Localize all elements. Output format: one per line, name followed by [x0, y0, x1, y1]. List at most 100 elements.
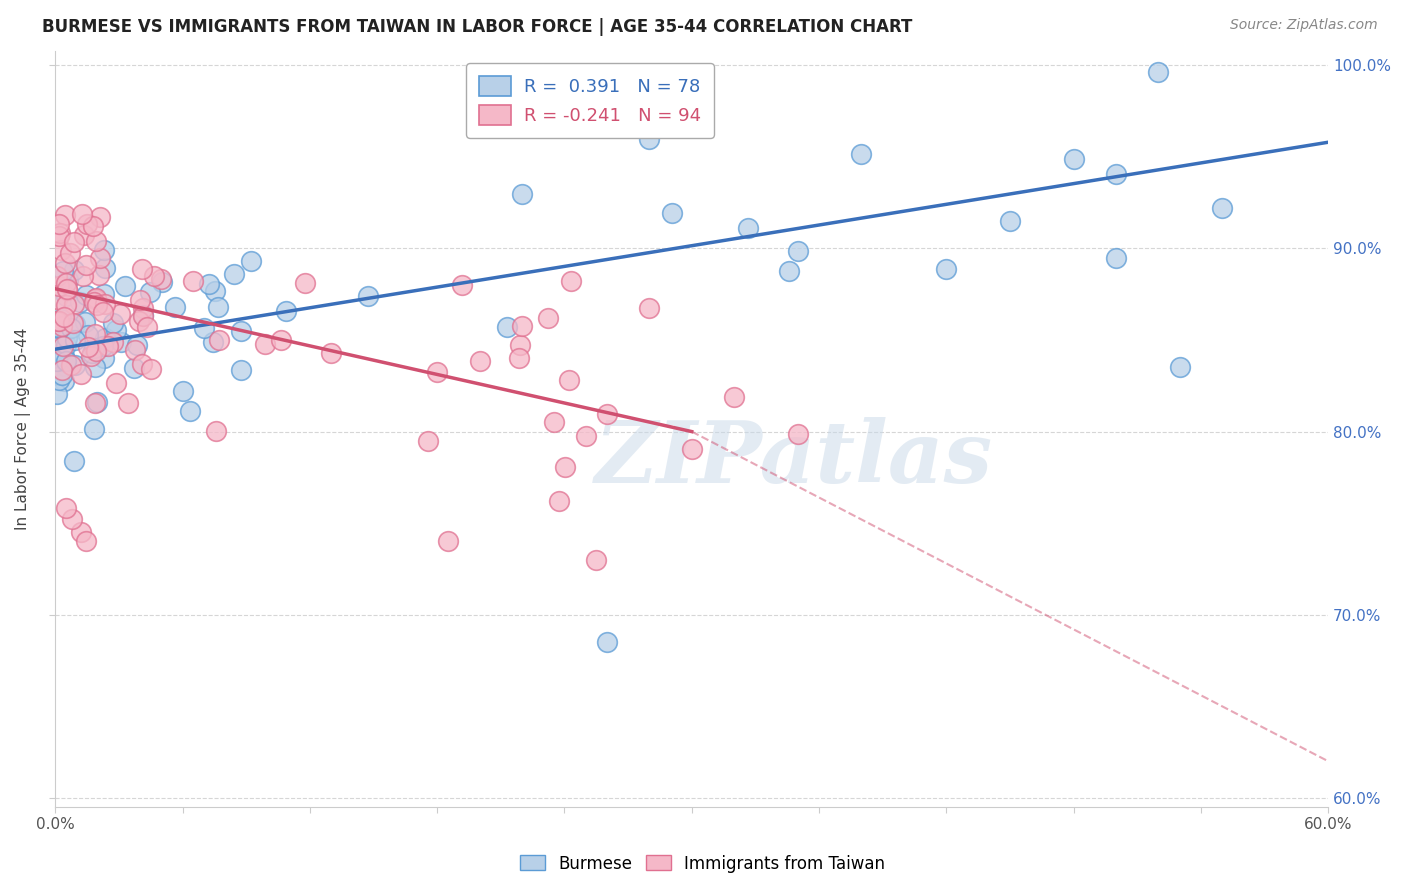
Point	[52, 339, 75, 353]
Point	[89, 211, 111, 225]
Point	[179, 403, 201, 417]
Point	[60, 320, 83, 334]
Point	[150, 276, 173, 290]
Point	[48, 314, 70, 328]
Point	[1211, 201, 1233, 215]
Point	[495, 320, 517, 334]
Point	[91, 304, 114, 318]
Point	[70, 367, 93, 381]
Point	[204, 284, 226, 298]
Point	[52, 264, 75, 278]
Point	[596, 635, 619, 649]
Point	[181, 274, 204, 288]
Point	[131, 262, 153, 277]
Point	[46, 268, 69, 283]
Point	[723, 390, 745, 404]
Point	[77, 340, 100, 354]
Point	[93, 243, 115, 257]
Point	[240, 254, 263, 268]
Legend: Burmese, Immigrants from Taiwan: Burmese, Immigrants from Taiwan	[513, 848, 893, 880]
Point	[786, 426, 808, 441]
Point	[83, 294, 105, 309]
Point	[56, 272, 79, 286]
Point	[49, 312, 72, 326]
Point	[75, 287, 97, 301]
Point	[76, 217, 98, 231]
Point	[91, 339, 114, 353]
Point	[51, 363, 73, 377]
Point	[48, 278, 70, 293]
Point	[935, 262, 957, 277]
Point	[222, 267, 245, 281]
Point	[319, 345, 342, 359]
Point	[110, 334, 132, 349]
Point	[508, 351, 530, 366]
Point	[139, 362, 162, 376]
Point	[86, 298, 108, 312]
Point	[638, 301, 661, 315]
Point	[998, 214, 1021, 228]
Point	[55, 276, 77, 290]
Point	[72, 269, 94, 284]
Point	[46, 354, 69, 368]
Point	[82, 219, 104, 233]
Point	[69, 525, 91, 540]
Point	[510, 186, 533, 201]
Point	[786, 244, 808, 259]
Point	[661, 206, 683, 220]
Point	[94, 261, 117, 276]
Point	[69, 295, 91, 310]
Point	[1063, 152, 1085, 166]
Point	[1105, 167, 1128, 181]
Point	[55, 283, 77, 297]
Point	[202, 335, 225, 350]
Point	[55, 501, 77, 516]
Point	[70, 207, 93, 221]
Point	[62, 454, 84, 468]
Point	[451, 277, 474, 292]
Point	[53, 350, 76, 364]
Point	[93, 286, 115, 301]
Point	[129, 293, 152, 308]
Point	[229, 324, 252, 338]
Point	[86, 395, 108, 409]
Point	[104, 376, 127, 390]
Point	[554, 459, 576, 474]
Point	[254, 337, 277, 351]
Point	[80, 346, 103, 360]
Point	[558, 373, 581, 387]
Point	[80, 349, 103, 363]
Point	[509, 338, 531, 352]
Point	[56, 331, 79, 345]
Point	[53, 208, 76, 222]
Point	[204, 424, 226, 438]
Point	[63, 334, 86, 348]
Point	[131, 357, 153, 371]
Point	[207, 300, 229, 314]
Point	[51, 318, 73, 333]
Point	[193, 321, 215, 335]
Point	[63, 297, 86, 311]
Point	[86, 291, 108, 305]
Point	[73, 228, 96, 243]
Point	[93, 351, 115, 365]
Point	[131, 309, 153, 323]
Point	[681, 442, 703, 457]
Point	[510, 319, 533, 334]
Text: ZIPatlas: ZIPatlas	[595, 417, 993, 500]
Point	[48, 217, 70, 231]
Point	[49, 227, 72, 241]
Point	[89, 251, 111, 265]
Point	[63, 235, 86, 249]
Point	[93, 297, 115, 311]
Text: BURMESE VS IMMIGRANTS FROM TAIWAN IN LABOR FORCE | AGE 35-44 CORRELATION CHART: BURMESE VS IMMIGRANTS FROM TAIWAN IN LAB…	[42, 18, 912, 36]
Point	[83, 360, 105, 375]
Point	[84, 343, 107, 358]
Point	[270, 333, 292, 347]
Point	[1105, 251, 1128, 265]
Point	[46, 292, 69, 306]
Point	[1147, 65, 1170, 79]
Point	[55, 354, 77, 368]
Point	[56, 282, 79, 296]
Point	[60, 512, 83, 526]
